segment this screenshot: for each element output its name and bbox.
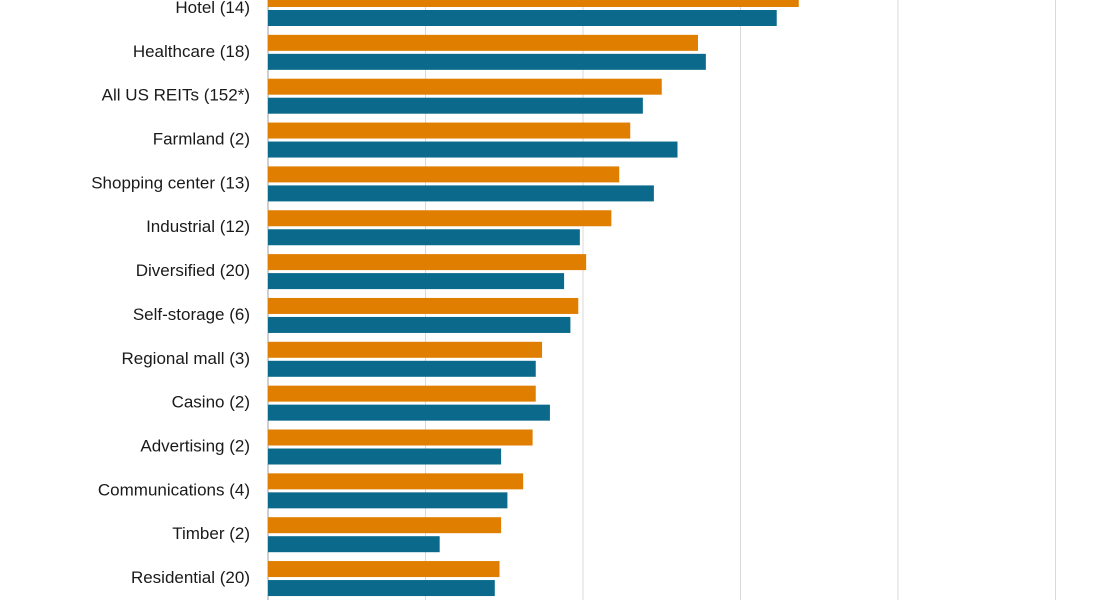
bar-series-1 (268, 122, 631, 139)
bar-series-2 (268, 536, 440, 553)
bar-series-2 (268, 97, 643, 114)
category-label: Healthcare (18) (133, 42, 250, 61)
bar-series-2 (268, 273, 565, 290)
category-label: Advertising (2) (140, 436, 250, 455)
bar-series-2 (268, 492, 508, 509)
bar-series-1 (268, 254, 587, 271)
bar-series-1 (268, 561, 500, 578)
bar-series-1 (268, 210, 612, 227)
category-label: Communications (4) (98, 480, 250, 499)
bar-series-1 (268, 166, 620, 183)
category-label: Hotel (14) (175, 0, 250, 17)
category-label: Casino (2) (172, 393, 250, 412)
label-layer: Hotel (14) Healthcare (18) All US REITs (1… (91, 0, 250, 587)
bar-series-2 (268, 360, 536, 377)
bar-series-1 (268, 517, 502, 534)
bar-series-2 (268, 316, 571, 333)
bar-series-1 (268, 297, 579, 314)
category-label: Regional mall (3) (122, 349, 251, 368)
category-label: Diversified (20) (136, 261, 250, 280)
bar-series-2 (268, 580, 495, 597)
bar-layer (268, 0, 799, 597)
category-label: Timber (2) (172, 524, 250, 543)
bar-series-1 (268, 0, 799, 7)
category-label: Industrial (12) (146, 217, 250, 236)
bar-series-1 (268, 385, 536, 402)
category-label: Residential (20) (131, 568, 250, 587)
bar-series-1 (268, 78, 662, 95)
bar-series-2 (268, 10, 777, 26)
bar-series-1 (268, 429, 533, 446)
bar-series-2 (268, 141, 678, 158)
bar-series-1 (268, 473, 524, 490)
category-label: All US REITs (152*) (102, 86, 250, 105)
bar-series-1 (268, 341, 543, 358)
category-label: Farmland (2) (153, 130, 250, 149)
category-label: Self-storage (6) (133, 305, 250, 324)
bar-series-2 (268, 404, 550, 421)
category-label: Shopping center (13) (91, 173, 250, 192)
bar-series-2 (268, 185, 654, 202)
bar-series-2 (268, 53, 706, 70)
bar-series-1 (268, 34, 698, 51)
bar-series-2 (268, 448, 502, 465)
bar-series-2 (268, 229, 580, 246)
